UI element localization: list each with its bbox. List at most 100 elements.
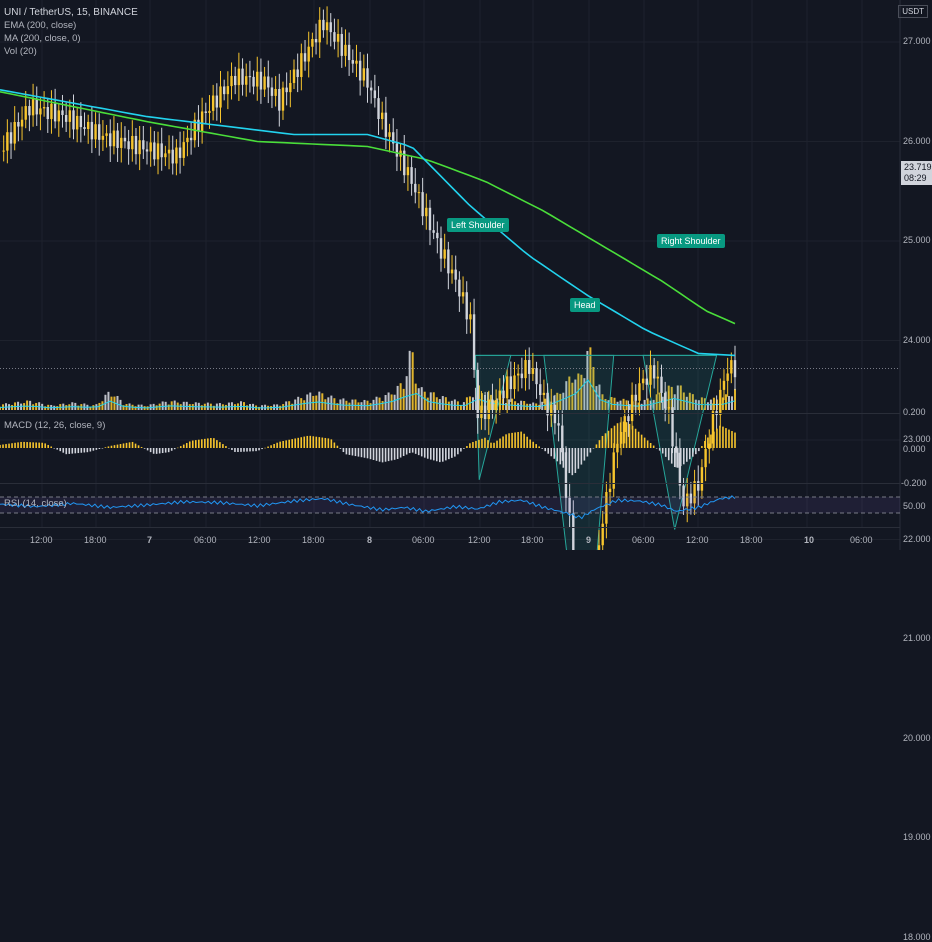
macd-bar [194,440,197,448]
volume-bar [568,376,571,410]
candle-body [472,314,476,370]
macd-bar [622,421,625,448]
macd-bar [74,448,77,454]
macd-bar [98,448,101,449]
macd-bar [68,448,71,454]
volume-bar [414,383,417,410]
macd-bar [0,444,1,448]
macd-bar [143,448,146,449]
volume-bar [640,403,643,410]
candle-body [421,192,424,217]
volume-bar [161,401,164,410]
macd-bar [649,442,652,448]
candle-body [384,112,388,137]
macd-bar [348,448,351,455]
macd-rsi-divider[interactable] [0,483,900,484]
candle-body [292,69,296,83]
macd-tick-low: -0.200 [901,478,927,488]
candle-body [241,68,244,85]
macd-bar [375,448,378,461]
macd-bar [243,448,245,452]
candle-body [333,32,336,42]
left-shoulder-label: Left Shoulder [447,218,509,232]
macd-bar [634,428,637,448]
time-tick-label: 7 [147,535,153,545]
candle-body [24,106,27,120]
macd-bar [330,439,333,448]
macd-bar [294,438,297,448]
macd-bar [62,448,65,453]
currency-badge[interactable]: USDT [898,5,928,18]
volume-bar [646,398,649,410]
volume-macd-divider[interactable] [0,413,900,414]
candle-body [322,19,325,31]
macd-bar [643,437,646,448]
candle-body [50,103,53,120]
price-tick-label: 22.000 [903,533,931,544]
macd-bar [435,448,438,462]
candle-body [68,110,72,122]
macd-bar [113,445,116,448]
macd-bar [637,431,640,448]
candle-body [377,98,380,120]
time-tick-label: 06:00 [632,535,655,545]
macd-bar [173,448,176,450]
candle-body [528,360,531,374]
volume-bar [577,373,580,410]
candle-body [623,416,626,432]
volume-bar [712,397,715,410]
macd-bar [562,448,565,468]
macd-bar [619,422,622,448]
macd-bar [83,448,86,453]
candle-body [127,141,130,150]
candle-body [20,119,24,127]
volume-bar [474,387,477,410]
ma-200-line [0,91,736,325]
candle-body [189,137,193,141]
macd-bar [508,433,510,448]
candle-body [285,87,288,93]
macd-bar [523,433,525,448]
candle-body [90,121,94,140]
time-tick-label: 8 [367,535,373,545]
macd-bar [303,436,306,448]
volume-bar [246,405,249,410]
macd-bar [565,448,568,471]
macd-bar [448,448,450,460]
ema-legend: EMA (200, close) [4,20,77,31]
volume-bar [734,388,736,410]
macd-bar [300,437,303,448]
candle-body [730,360,733,374]
volume-bar [318,391,321,410]
volume-bar [649,400,652,410]
macd-bar [161,448,164,454]
volume-bar [212,405,215,410]
price-tick-label: 27.000 [903,36,931,46]
macd-bar [318,437,321,448]
current-price-label: 23.719 08:29 [901,161,932,185]
candle-body [652,365,656,379]
candle-body [432,230,435,233]
volume-bar [691,394,694,410]
candle-body [351,60,354,64]
volume-bar [565,381,568,410]
candle-body [263,76,266,90]
volume-bar [26,400,29,410]
candle-body [531,368,535,374]
candle-body [274,89,277,96]
macd-bar [351,448,354,456]
price-chart[interactable] [0,0,932,550]
macd-bar [589,448,592,453]
volume-bar [562,392,565,410]
macd-bar [658,448,661,451]
macd-bar [65,448,68,455]
macd-bar [664,448,667,457]
volume-bar [357,402,360,410]
macd-bar [493,442,495,448]
volume-bar [730,396,733,410]
candle-body [160,143,163,158]
volume-bar [420,387,423,410]
macd-bar [324,437,327,448]
volume-bar [342,398,345,410]
macd-bar [583,448,586,461]
